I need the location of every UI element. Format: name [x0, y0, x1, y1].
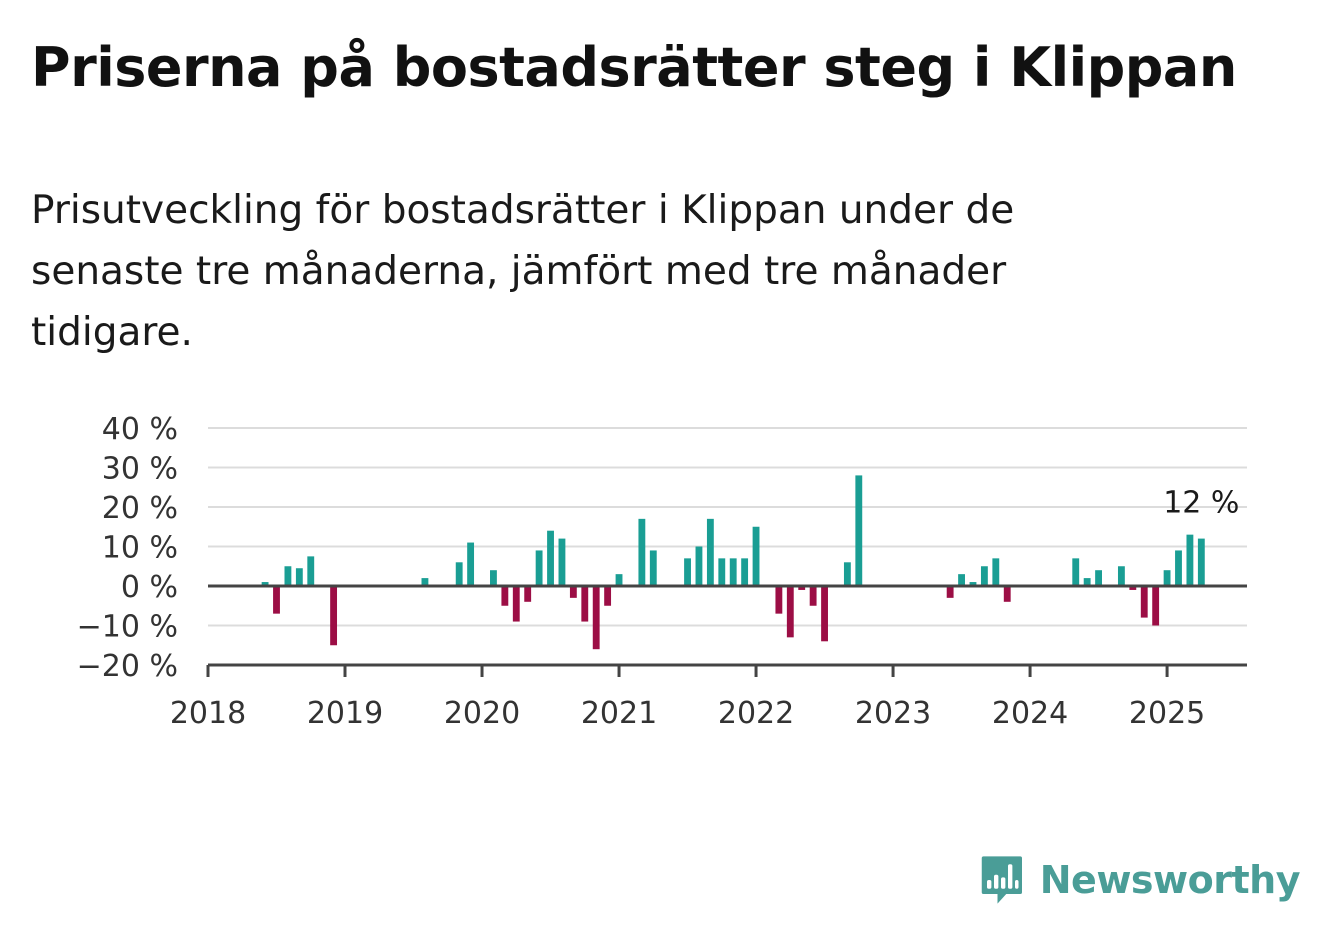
bar: [535, 550, 543, 586]
bar: [615, 574, 623, 586]
x-tick-label: 2018: [170, 696, 246, 731]
bar: [969, 582, 977, 586]
y-tick-label: 0 %: [121, 570, 178, 605]
x-axis-tick-labels: 2018 2019 2020 2021 2022 2023 2024 2025: [170, 696, 1205, 731]
bar: [798, 586, 806, 590]
annotations: 12 %: [1163, 486, 1239, 521]
y-tick-label: −20 %: [77, 649, 178, 684]
y-tick-label: 10 %: [102, 531, 178, 566]
newsworthy-bar-chart-icon: [981, 856, 1022, 904]
x-tick-label: 2022: [718, 696, 794, 731]
bar: [1117, 566, 1125, 586]
bar: [992, 558, 1000, 586]
bar: [512, 586, 520, 622]
y-tick-label: 40 %: [102, 412, 178, 447]
axes: [206, 584, 1247, 677]
x-tick-label: 2021: [581, 696, 657, 731]
bar: [649, 550, 657, 586]
bar: [843, 562, 851, 586]
y-tick-label: −10 %: [77, 610, 178, 645]
bar: [695, 546, 703, 586]
last-value-label: 12 %: [1163, 486, 1239, 521]
bar: [706, 518, 714, 586]
bar: [1175, 550, 1182, 586]
chart-subtitle: Prisutveckling för bostadsrätter i Klipp…: [31, 188, 1015, 355]
bar: [638, 518, 646, 586]
bar: [718, 558, 726, 586]
y-tick-label: 30 %: [102, 452, 178, 487]
bar: [455, 562, 463, 586]
bar: [855, 475, 863, 586]
bar: [592, 586, 600, 650]
bar: [958, 574, 965, 586]
bar: [1186, 534, 1194, 586]
bar: [273, 586, 280, 614]
brand-name: Newsworthy: [1039, 858, 1301, 902]
bar: [569, 586, 577, 598]
bar: [809, 586, 817, 606]
bar: [752, 526, 760, 586]
bar: [604, 586, 612, 606]
x-tick-label: 2019: [307, 696, 383, 731]
bar: [295, 568, 303, 586]
bar: [1197, 538, 1205, 586]
bar: [467, 542, 475, 586]
bar: [1003, 586, 1011, 602]
bar: [524, 586, 532, 602]
bar: [1140, 586, 1148, 618]
bar: [490, 570, 497, 586]
y-tick-label: 20 %: [102, 491, 178, 526]
bars: [261, 475, 1205, 650]
chart-title: Priserna på bostadsrätter steg i Klippan: [31, 36, 1237, 99]
x-tick-label: 2023: [855, 696, 931, 731]
bar: [284, 566, 292, 586]
bar: [261, 582, 269, 586]
bar: [1129, 586, 1137, 590]
bar: [1083, 578, 1091, 586]
bar: [501, 586, 509, 606]
bar: [775, 586, 783, 614]
bar: [558, 538, 566, 586]
gridlines: [208, 427, 1247, 666]
bar: [307, 556, 315, 586]
bar: [421, 578, 429, 586]
bar: [1163, 570, 1171, 586]
bar: [729, 558, 737, 586]
bar: [946, 586, 954, 598]
bar: [1152, 586, 1160, 626]
bar: [581, 586, 589, 622]
newsworthy-logo: Newsworthy: [980, 848, 1301, 912]
bar: [1072, 558, 1080, 586]
x-tick-label: 2024: [992, 696, 1068, 731]
x-tick-label: 2025: [1129, 696, 1205, 731]
bar: [547, 530, 554, 586]
bar: [330, 586, 338, 646]
bar: [821, 586, 828, 642]
bar: [1095, 570, 1102, 586]
bar: [786, 586, 794, 638]
y-axis-tick-labels: 40 % 30 % 20 % 10 % 0 % −10 % −20 %: [77, 412, 178, 684]
x-tick-label: 2020: [444, 696, 520, 731]
bar: [980, 566, 988, 586]
bar: [684, 558, 691, 586]
bar: [741, 558, 749, 586]
